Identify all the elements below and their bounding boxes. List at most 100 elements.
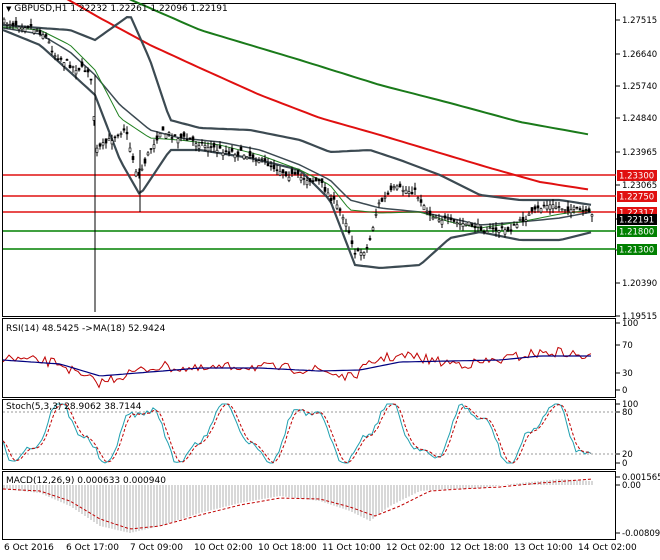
stoch-tick-label: 20 <box>622 450 633 460</box>
rsi-tick-label: 100 <box>622 319 638 329</box>
candle-body <box>257 160 261 164</box>
time-label: 12 Oct 18:00 <box>450 543 509 553</box>
candle-body <box>239 146 243 151</box>
candle-body <box>272 164 276 170</box>
candle-body <box>197 145 201 149</box>
candle-body <box>476 223 480 228</box>
candle-body <box>293 172 297 175</box>
price-level-tag-label: 1.22317 <box>619 209 654 219</box>
candle-body <box>521 216 525 222</box>
candle-body <box>440 219 444 225</box>
candle-body <box>266 163 270 167</box>
candle-body <box>452 219 456 222</box>
candle-body <box>404 189 408 194</box>
rsi-tick-label: 30 <box>622 369 633 379</box>
candle-body <box>200 141 204 144</box>
candle-body <box>398 183 402 188</box>
price-level-tag-label: 1.23300 <box>619 172 654 182</box>
candle-body <box>590 214 594 217</box>
price-level-tag-label: 1.22750 <box>619 193 654 203</box>
candle-body <box>314 177 318 182</box>
candle-body <box>23 27 27 32</box>
price-tick-label: 1.24840 <box>622 114 657 124</box>
candle-body <box>392 186 396 189</box>
time-label: 6 Oct 17:00 <box>66 543 119 553</box>
candle-body <box>119 133 123 135</box>
candle-body <box>551 204 555 210</box>
candle-body <box>164 133 168 139</box>
candle-body <box>548 204 552 210</box>
candle-body <box>494 227 498 232</box>
candle-body <box>425 210 429 213</box>
moving-average-medium-line <box>66 0 589 191</box>
candle-body <box>554 206 558 209</box>
time-label: 14 Oct 02:00 <box>578 543 637 553</box>
candle-body <box>467 221 471 226</box>
candle-body <box>248 151 252 157</box>
macd-pane[interactable]: 0.001565 0.00 -0.00809 MACD(12,26,9) 0.000… <box>0 471 660 540</box>
price-tick-label: 1.23965 <box>622 148 657 158</box>
macd-title: MACD(12,26,9) 0.000633 0.000940 <box>6 476 166 486</box>
candle-body <box>149 148 153 150</box>
candle-body <box>539 208 543 213</box>
candle-body <box>383 196 387 199</box>
candle-body <box>500 226 504 229</box>
price-level-tag <box>617 226 657 237</box>
macd-signal-line <box>2 478 592 530</box>
candle-body <box>305 180 309 186</box>
candle-body <box>5 23 9 26</box>
stoch-tick-label: 80 <box>622 408 633 418</box>
time-label: 12 Oct 02:00 <box>386 543 445 553</box>
candle-body <box>80 61 84 67</box>
stoch-title: Stoch(5,3,3) 28.9062 38.7144 <box>6 402 142 412</box>
candle-body <box>482 230 486 233</box>
candle-body <box>371 227 375 231</box>
candle-body <box>434 216 438 219</box>
candle-body <box>389 185 393 191</box>
collapse-arrow-icon[interactable]: ▼ <box>6 5 12 13</box>
candle-body <box>59 57 63 60</box>
candle-body <box>518 219 522 221</box>
candle-body <box>224 150 228 153</box>
candle-body <box>116 134 120 137</box>
candle-body <box>344 222 348 227</box>
candle-body <box>29 24 33 27</box>
candle-body <box>428 210 432 216</box>
candle-body <box>578 208 582 211</box>
candle-body <box>446 218 450 220</box>
candle-body <box>302 178 306 180</box>
candle-body <box>209 146 213 148</box>
rsi-tick-label: 70 <box>622 341 633 351</box>
macd-tick-label: 0.001565 <box>622 473 660 483</box>
price-tick-label: 1.26640 <box>622 50 657 60</box>
candle-body <box>356 248 360 252</box>
candle-body <box>359 252 363 256</box>
candle-body <box>395 185 399 190</box>
candle-body <box>140 168 144 171</box>
price-chart-area[interactable] <box>2 3 616 317</box>
macd-chart-area[interactable] <box>2 471 616 540</box>
rsi-pane[interactable]: 100 70 30 0 RSI(14) 48.5425 ->MA(18) 52.942… <box>0 318 660 398</box>
candle-body <box>173 134 177 136</box>
candle-body <box>155 135 159 141</box>
candle-body <box>455 222 459 225</box>
candle-body <box>215 149 219 153</box>
candle-body <box>227 151 231 155</box>
rsi-chart-area[interactable] <box>2 318 616 398</box>
candle-body <box>74 70 78 75</box>
candle-body <box>488 227 492 230</box>
candle-body <box>182 132 186 137</box>
candle-body <box>83 70 87 72</box>
stoch-pane[interactable]: 100 80 20 0 Stoch(5,3,3) 28.9062 38.7144 <box>0 399 660 470</box>
candle-body <box>53 55 57 58</box>
stoch-chart-area[interactable] <box>2 399 616 470</box>
time-label: 6 Oct 2016 <box>4 543 54 553</box>
candle-body <box>464 223 468 226</box>
candle-body <box>329 197 333 202</box>
candle-body <box>188 137 192 140</box>
candle-body <box>143 158 147 164</box>
price-level-tag <box>617 170 657 181</box>
price-pane[interactable]: 1.27515 1.26640 1.25740 1.24840 1.23965 1.230… <box>0 0 660 320</box>
candle-body <box>308 178 312 182</box>
